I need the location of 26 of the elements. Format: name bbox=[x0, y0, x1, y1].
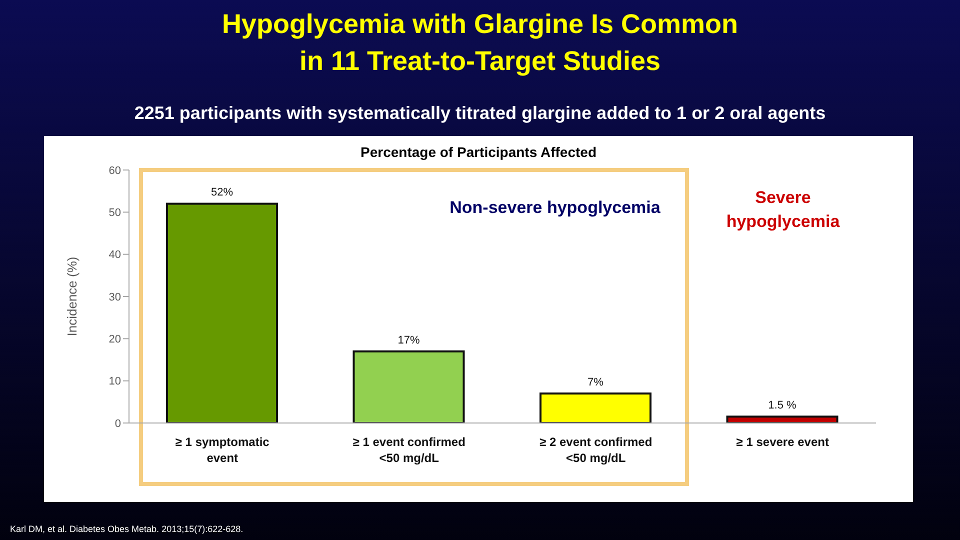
y-tick-label: 0 bbox=[114, 418, 121, 430]
y-tick-label: 50 bbox=[108, 207, 121, 220]
x-tick-label: ≥ 1 severe event bbox=[736, 434, 829, 449]
data-label: 17% bbox=[398, 334, 420, 346]
y-tick-label: 40 bbox=[108, 249, 121, 262]
bar bbox=[352, 350, 465, 423]
x-tick-label: ≥ 1 symptomatic event bbox=[175, 434, 270, 465]
y-tick-label: 30 bbox=[108, 291, 121, 304]
annotation: Non-severe hypoglycemia bbox=[448, 198, 662, 218]
y-axis-title: Incidence (%) bbox=[64, 256, 80, 336]
x-tick-label: ≥ 2 event confirmed <50 mg/dL bbox=[540, 434, 652, 465]
x-tick-label: ≥ 1 event confirmed <50 mg/dL bbox=[352, 434, 466, 465]
bar bbox=[540, 392, 652, 423]
text: Percentage of Participants Affected bbox=[360, 144, 598, 160]
bar bbox=[166, 202, 278, 423]
bar bbox=[726, 416, 838, 423]
y-tick-label: 10 bbox=[108, 376, 121, 388]
y-tick-label: 60 bbox=[108, 164, 121, 177]
data-label: 52% bbox=[210, 186, 234, 199]
text: Karl DM, et al. Diabetes Obes Metab. 2013;15(7):622-628. bbox=[10, 524, 244, 534]
data-label: 7% bbox=[588, 376, 604, 388]
y-tick-label: 20 bbox=[108, 334, 121, 346]
chart-title: Hypoglycemia with Glargine Is Common in 11 Treat-to-Target Studies bbox=[220, 8, 740, 78]
annotation: Severe hypoglycemia bbox=[725, 187, 841, 233]
chart-subtitle: 2251 participants with systematically titrated glargine added to 1 or 2 oral agents bbox=[133, 103, 827, 124]
data-label: 1.5 % bbox=[768, 400, 797, 412]
